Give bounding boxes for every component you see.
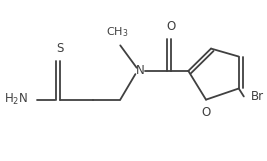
Text: Br: Br [251,90,265,103]
Text: CH$_3$: CH$_3$ [107,25,129,39]
Text: S: S [56,42,64,55]
Text: O: O [201,106,211,119]
Text: H$_2$N: H$_2$N [4,92,28,107]
Text: N: N [136,64,145,77]
Text: O: O [166,20,175,33]
